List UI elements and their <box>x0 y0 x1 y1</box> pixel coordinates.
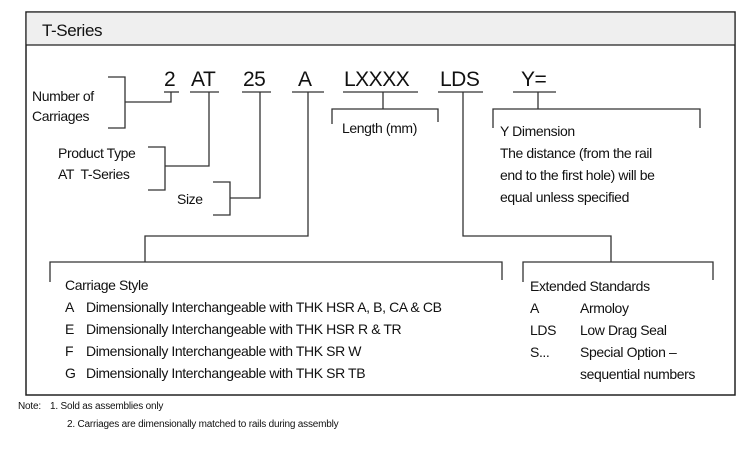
y-dimension-desc-2: end to the first hole) will be <box>500 167 655 183</box>
part-code: 2 AT 25 A LXXXX LDS Y= <box>164 68 547 91</box>
code-extended: LDS <box>440 68 480 91</box>
length-label: Length (mm) <box>342 120 417 136</box>
code-carriage-style: A <box>298 68 312 91</box>
code-length: LXXXX <box>344 68 410 91</box>
y-dimension-desc-3: equal unless specified <box>500 189 629 205</box>
y-dimension-title: Y Dimension <box>500 123 575 139</box>
extended-standards-list: Extended Standards A Armoloy LDS Low Dra… <box>530 278 696 382</box>
connector-lines <box>49 76 714 282</box>
extended-code: LDS <box>530 322 556 338</box>
extended-standards-title: Extended Standards <box>530 278 650 294</box>
y-dimension-desc-1: The distance (from the rail <box>500 145 652 161</box>
carriage-style-code: F <box>65 343 73 359</box>
note-label: Note: <box>18 401 41 412</box>
carriages-label-2: Carriages <box>32 108 89 124</box>
product-type-label-2: AT T-Series <box>58 166 130 182</box>
carriage-style-desc: Dimensionally Interchangeable with THK S… <box>86 343 362 359</box>
carriage-style-title: Carriage Style <box>65 277 149 293</box>
diagram-frame <box>25 11 736 396</box>
size-label: Size <box>177 191 203 207</box>
extended-desc: Low Drag Seal <box>580 322 667 338</box>
code-size: 25 <box>243 68 265 91</box>
code-y-dimension: Y= <box>521 68 547 91</box>
carriage-style-desc: Dimensionally Interchangeable with THK H… <box>86 321 402 337</box>
code-product-type: AT <box>191 68 216 91</box>
product-type-label-1: Product Type <box>58 145 136 161</box>
extended-desc: Armoloy <box>580 300 629 316</box>
carriage-style-list: Carriage Style A Dimensionally Interchan… <box>65 277 442 381</box>
carriage-style-desc: Dimensionally Interchangeable with THK H… <box>86 299 442 315</box>
header-title: T-Series <box>42 21 102 40</box>
code-carriages: 2 <box>164 68 175 91</box>
carriage-style-code: E <box>65 321 74 337</box>
carriage-style-code: G <box>65 365 76 381</box>
header-bar <box>26 12 735 45</box>
carriage-style-desc: Dimensionally Interchangeable with THK S… <box>86 365 365 381</box>
note-item: 2. Carriages are dimensionally matched t… <box>67 419 339 430</box>
extended-code: S... <box>530 344 549 360</box>
extended-desc: Special Option – <box>580 344 677 360</box>
carriages-label-1: Number of <box>32 88 94 104</box>
extended-code: A <box>530 300 540 316</box>
carriage-style-code: A <box>65 299 75 315</box>
note-item: 1. Sold as assemblies only <box>50 401 163 412</box>
extended-desc: sequential numbers <box>580 366 695 382</box>
